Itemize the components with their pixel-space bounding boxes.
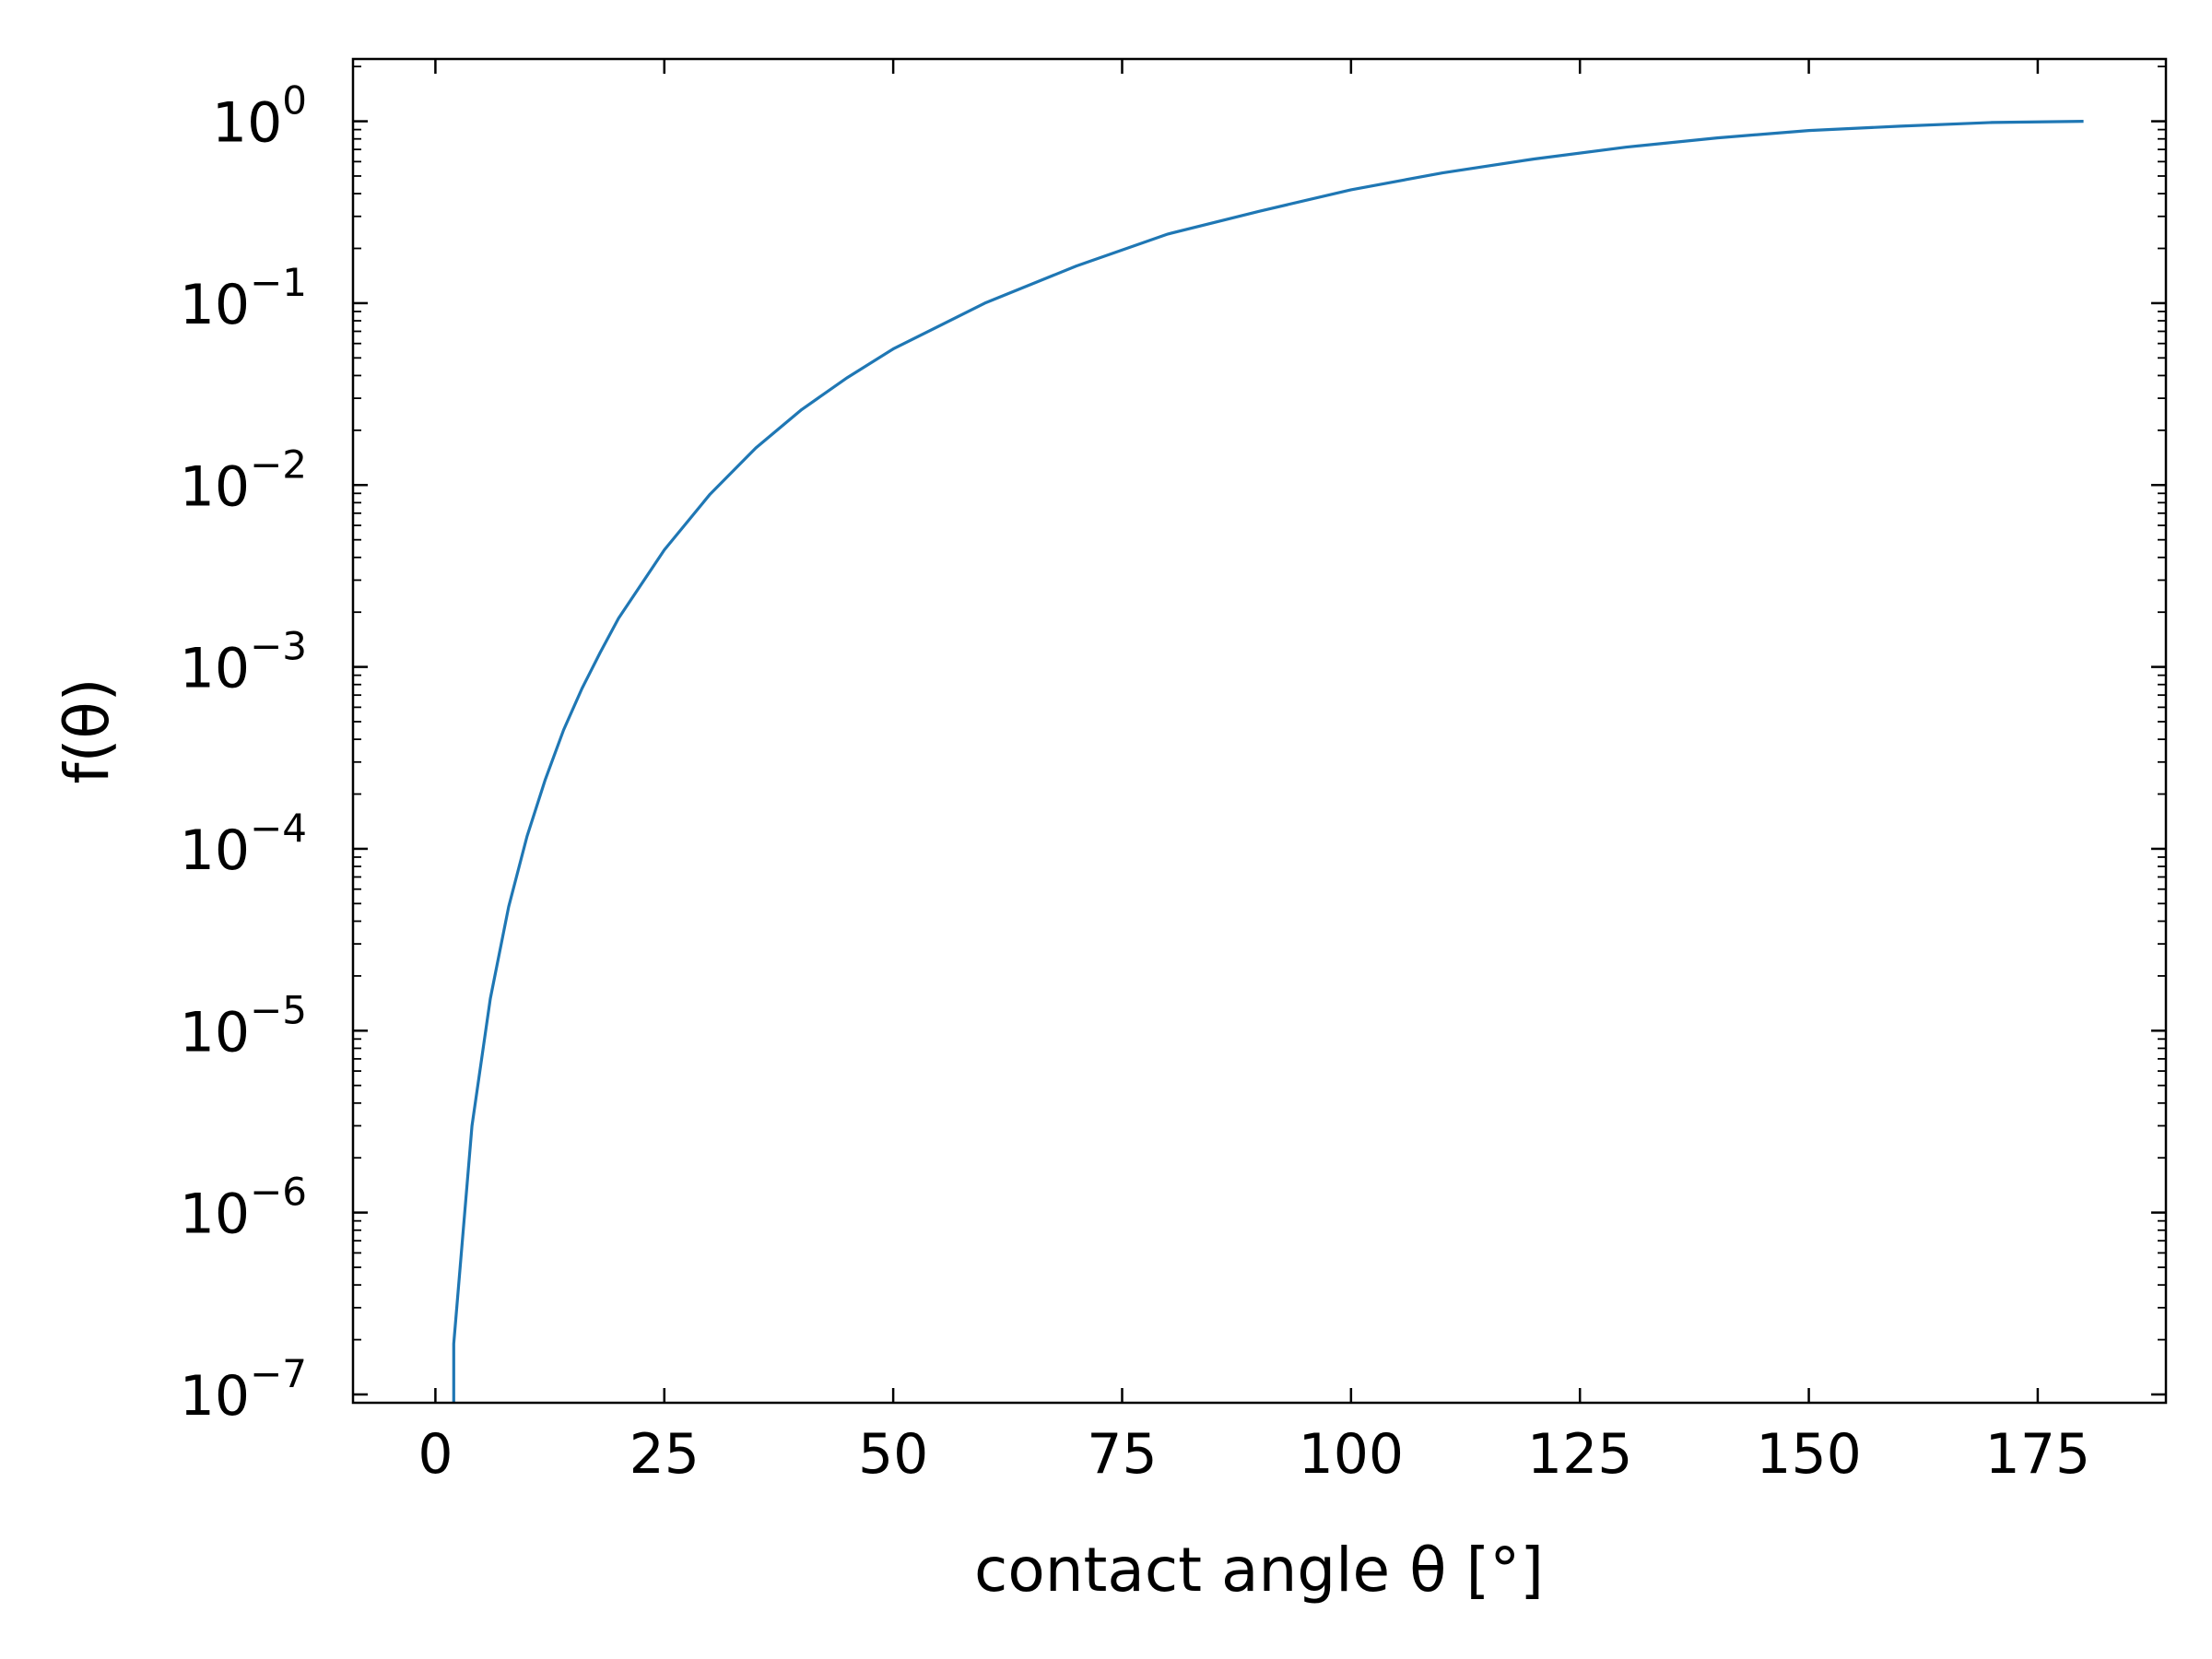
y-tick-exponent: −5 [250,987,307,1032]
x-tick-label: 50 [858,1422,928,1487]
y-tick-label: 10−5 [180,987,307,1065]
y-axis-label: f(θ) [52,677,123,783]
x-tick-labels: 0 25 50 75 100 125 150 175 [418,1422,2090,1487]
x-tick-label: 0 [418,1422,453,1487]
y-tick-exponent: −4 [250,806,307,851]
y-tick-exponent: −3 [250,624,307,669]
x-tick-label: 100 [1299,1422,1405,1487]
y-tick-exponent: 0 [282,78,307,124]
plot-frame [351,57,2168,1405]
x-tick-label: 175 [1985,1422,2091,1487]
x-tick-label: 125 [1527,1422,1633,1487]
x-axis-label: contact angle θ [°] [974,1535,1544,1606]
x-tick-label: 25 [629,1422,700,1487]
y-tick-exponent: −2 [250,441,307,487]
y-tick-exponent: −6 [250,1170,307,1215]
series-layer [452,120,2084,1403]
x-tick-label: 75 [1087,1422,1157,1487]
x-tick-label: 150 [1756,1422,1862,1487]
y-tick-label: 10−4 [180,806,307,883]
y-tick-exponent: −1 [250,260,307,305]
minor-ticks [353,65,2166,1341]
y-tick-exponent: −7 [250,1351,307,1396]
series-line [452,120,2084,1403]
major-ticks [353,59,2166,1403]
y-tick-label: 10−6 [180,1170,307,1247]
